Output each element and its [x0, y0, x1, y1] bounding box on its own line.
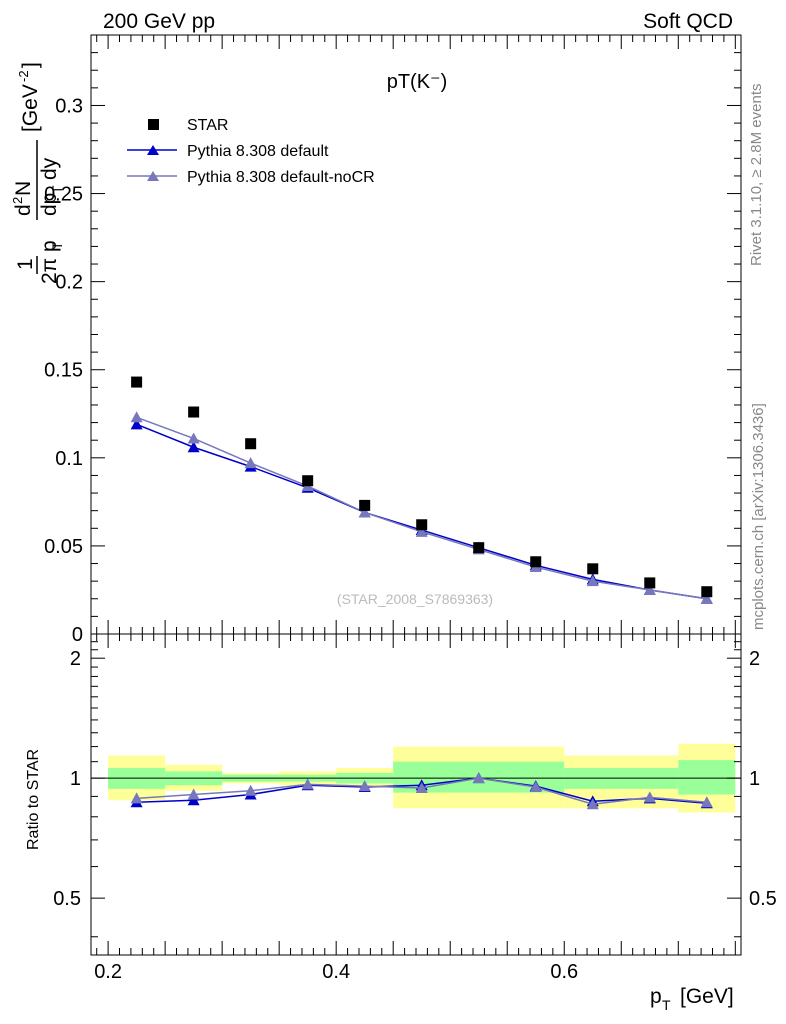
ratio-nocr-point [244, 784, 257, 796]
x-tick-label: 0.2 [94, 961, 122, 983]
header-left: 200 GeV pp [103, 10, 215, 33]
legend-marker-nocr [147, 171, 159, 181]
y-tick-label: 0.05 [44, 536, 83, 558]
legend-label-star: STAR [187, 117, 228, 134]
ratio-y-tick-label-left: 2 [70, 648, 81, 670]
legend: STAR Pythia 8.308 default Pythia 8.308 d… [127, 117, 375, 186]
svg-text:[GeV]: [GeV] [680, 985, 734, 1008]
legend-marker-default [147, 145, 159, 155]
mc-nocr-line [136, 416, 707, 600]
y-tick-label: 0.3 [55, 95, 83, 117]
ratio-nocr-point [643, 791, 656, 803]
svg-text:N: N [12, 181, 35, 196]
star-data-point [245, 438, 257, 450]
star-data-point [188, 406, 200, 418]
svg-text:T: T [49, 185, 65, 194]
ratio-panel: 0.5 0.5 1 1 2 2 0.2 0.4 0.6 [53, 633, 777, 983]
x-tick-label: 0.4 [322, 961, 350, 983]
main-title: pT(K⁻) [387, 71, 448, 93]
svg-text:dy: dy [38, 157, 61, 180]
ratio-y-tick-label-right: 0.5 [749, 888, 777, 910]
y-tick-label: 0.15 [44, 360, 83, 382]
x-axis-title: p T [GeV] [650, 985, 734, 1013]
ratio-nocr-point [415, 781, 428, 793]
star-data-point [530, 556, 542, 568]
main-ylabel: 1 2π p T d 2 N dp T dy [GeV -2 ] [10, 62, 65, 284]
ratio-nocr-point [187, 788, 200, 800]
svg-text:[GeV: [GeV [19, 84, 42, 132]
header-right: Soft QCD [643, 10, 733, 33]
ylabel-one: 1 [14, 258, 37, 270]
legend-marker-star [148, 119, 159, 130]
star-data-point [416, 519, 428, 531]
ratio-y-tick-label-left: 0.5 [53, 888, 81, 910]
mc-nocr-point [130, 411, 143, 423]
uncertainty-band-inner [678, 760, 736, 795]
star-data-point [644, 577, 656, 589]
x-tick-label: 0.6 [550, 961, 578, 983]
mc-nocr-point [700, 592, 713, 604]
svg-text:-2: -2 [16, 70, 31, 82]
ylabel-2pi-pt: 2π p [38, 240, 61, 284]
mc-nocr-point [187, 432, 200, 444]
star-data-point [473, 542, 485, 554]
ratio-nocr-point [358, 780, 371, 792]
legend-label-default: Pythia 8.308 default [187, 143, 329, 160]
mc-nocr-point [244, 457, 257, 469]
ratio-nocr-point [472, 772, 485, 784]
star-data-point [302, 475, 314, 487]
ratio-nocr-point [586, 798, 599, 810]
star-data-point [131, 376, 143, 388]
ylabel-d2n: d [12, 204, 35, 216]
ratio-nocr-point [130, 792, 143, 804]
ratio-y-tick-label-right: 1 [749, 768, 760, 790]
mc-nocr-point [643, 583, 656, 595]
ratio-y-tick-label-left: 1 [70, 768, 81, 790]
mcplots-label: mcplots.cern.ch [arXiv:1306.3436] [750, 403, 767, 630]
ratio-y-tick-label-right: 2 [749, 648, 760, 670]
y-tick-label: 0.25 [44, 184, 83, 206]
svg-text:]: ] [19, 62, 42, 68]
y-tick-label: 0 [72, 624, 83, 646]
star-data-point [701, 586, 713, 598]
legend-label-nocr: Pythia 8.308 default-noCR [187, 169, 375, 186]
mc-nocr-point [586, 575, 599, 587]
star-data-point [587, 563, 599, 575]
star-data-point [359, 499, 371, 511]
rivet-label: Rivet 3.1.10, ≥ 2.8M events [748, 84, 765, 267]
mc-nocr-point [415, 525, 428, 537]
svg-text:p: p [650, 985, 662, 1008]
mc-nocr-point [358, 506, 371, 518]
mc-default-point [187, 441, 200, 453]
ratio-ylabel: Ratio to STAR [25, 749, 42, 850]
svg-text:dp: dp [38, 193, 61, 216]
svg-text:2: 2 [10, 197, 25, 204]
ratio-nocr-point [301, 778, 314, 790]
ratio-nocr-point [529, 781, 542, 793]
svg-text:T: T [49, 241, 65, 250]
main-panel: 0 0.05 0.1 0.15 0.2 0.25 0.3 [44, 34, 742, 646]
ratio-nocr-point [700, 796, 713, 808]
svg-text:T: T [662, 997, 671, 1013]
y-tick-label: 0.2 [55, 272, 83, 294]
y-tick-label: 0.1 [55, 448, 83, 470]
mc-default-point [130, 418, 143, 430]
ratio-default-point [187, 794, 200, 806]
watermark: (STAR_2008_S7869363) [337, 591, 493, 607]
